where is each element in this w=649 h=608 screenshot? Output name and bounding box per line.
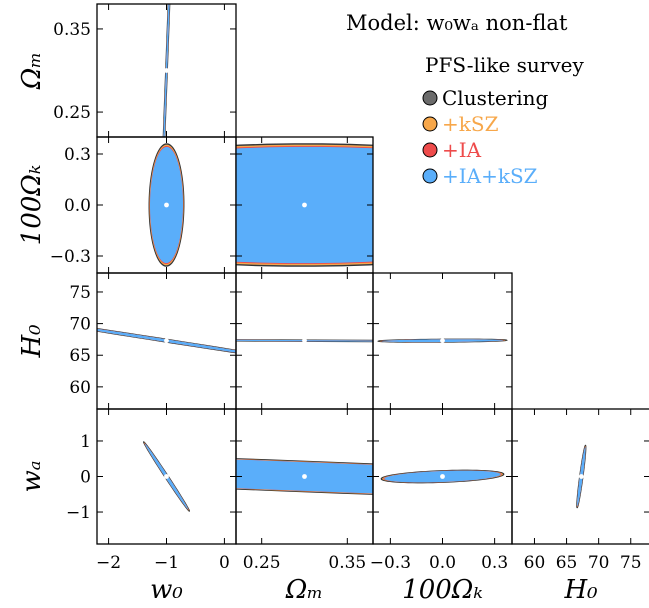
panel-OK-H0 bbox=[372, 272, 513, 410]
y-tick-label-Om: 0.35 bbox=[53, 20, 91, 40]
fiducial-point bbox=[578, 474, 584, 479]
x-tick-label-Om: 0.25 bbox=[243, 553, 281, 573]
x-tick-label-w0: −2 bbox=[96, 553, 121, 573]
legend-label: +IA+kSZ bbox=[442, 164, 538, 188]
y-tick-label-H0: 65 bbox=[69, 346, 91, 366]
x-tick-label-H0: 70 bbox=[588, 553, 610, 573]
panel-OK-wa bbox=[372, 408, 513, 545]
fiducial-point bbox=[164, 202, 169, 208]
x-axis-label-H0: H₀ bbox=[563, 575, 598, 605]
x-tick-label-w0: 0 bbox=[219, 553, 230, 573]
x-tick-label-OK: −0.3 bbox=[370, 553, 411, 573]
x-tick-label-H0: 65 bbox=[556, 553, 578, 573]
fiducial-point bbox=[164, 338, 169, 344]
fiducial-point bbox=[302, 338, 307, 344]
x-tick-label-H0: 75 bbox=[620, 553, 642, 573]
x-tick-label-OK: 0.0 bbox=[429, 553, 456, 573]
y-tick-label-H0: 60 bbox=[69, 378, 91, 398]
y-axis-label-wa: wₐ bbox=[17, 460, 47, 492]
y-tick-label-H0: 70 bbox=[69, 315, 91, 335]
y-axis-label-Om: Ωₘ bbox=[17, 52, 47, 91]
x-axis-label-Om: Ωₘ bbox=[285, 575, 324, 605]
fiducial-point bbox=[164, 68, 169, 73]
y-axis-label-H0: H₀ bbox=[17, 324, 47, 359]
labels-layer: w₀ Ωₘ 100Ωₖ H₀ Ωₘ 100Ωₖ H₀ wₐ bbox=[17, 52, 598, 605]
legend-marker bbox=[422, 168, 438, 184]
panel-Om-wa bbox=[235, 408, 374, 545]
panel-w0-H0 bbox=[96, 272, 237, 410]
y-tick-label-wa: 1 bbox=[80, 432, 91, 452]
legend-marker bbox=[422, 90, 438, 106]
y-tick-label-H0: 75 bbox=[69, 283, 91, 303]
panel-w0-Om bbox=[96, 3, 237, 138]
panels-layer bbox=[96, 3, 649, 545]
fiducial-point bbox=[440, 474, 445, 479]
chart-title: Model: w₀wₐ non-flat bbox=[346, 11, 568, 35]
legend-title: PFS-like survey bbox=[425, 53, 584, 77]
y-tick-label-wa: −1 bbox=[66, 503, 91, 523]
panel-H0-wa bbox=[511, 408, 649, 545]
fiducial-point bbox=[440, 338, 445, 344]
panel-w0-OK bbox=[96, 136, 237, 274]
x-tick-label-w0: −1 bbox=[154, 553, 179, 573]
y-axis-label-OK: 100Ωₖ bbox=[17, 165, 47, 246]
y-tick-label-wa: 0 bbox=[80, 468, 91, 488]
legend-label: +kSZ bbox=[442, 112, 499, 136]
y-tick-label-OK: 0.3 bbox=[64, 145, 91, 165]
fiducial-point bbox=[302, 202, 307, 208]
y-tick-label-OK: −0.3 bbox=[50, 247, 91, 267]
legend-label: Clustering bbox=[442, 86, 549, 110]
panel-Om-OK bbox=[235, 136, 374, 274]
x-axis-label-w0: w₀ bbox=[150, 575, 183, 605]
ticks-layer: −2 −1 0 0.25 0.35 −0.3 0.0 0.3 60 65 70 750.250.35−… bbox=[50, 20, 642, 573]
legend: Clustering+kSZ+IA+IA+kSZ bbox=[422, 86, 549, 188]
x-axis-label-OK: 100Ωₖ bbox=[402, 575, 483, 605]
x-tick-label-H0: 60 bbox=[524, 553, 546, 573]
y-tick-label-Om: 0.25 bbox=[53, 103, 91, 123]
legend-marker bbox=[422, 116, 438, 132]
y-tick-label-OK: 0.0 bbox=[64, 196, 91, 216]
fiducial-point bbox=[164, 474, 169, 479]
panel-w0-wa bbox=[96, 408, 237, 545]
fiducial-point bbox=[302, 474, 307, 479]
x-tick-label-OK: 0.3 bbox=[481, 553, 508, 573]
legend-label: +IA bbox=[442, 138, 482, 162]
x-tick-label-Om: 0.35 bbox=[328, 553, 366, 573]
legend-marker bbox=[422, 142, 438, 158]
